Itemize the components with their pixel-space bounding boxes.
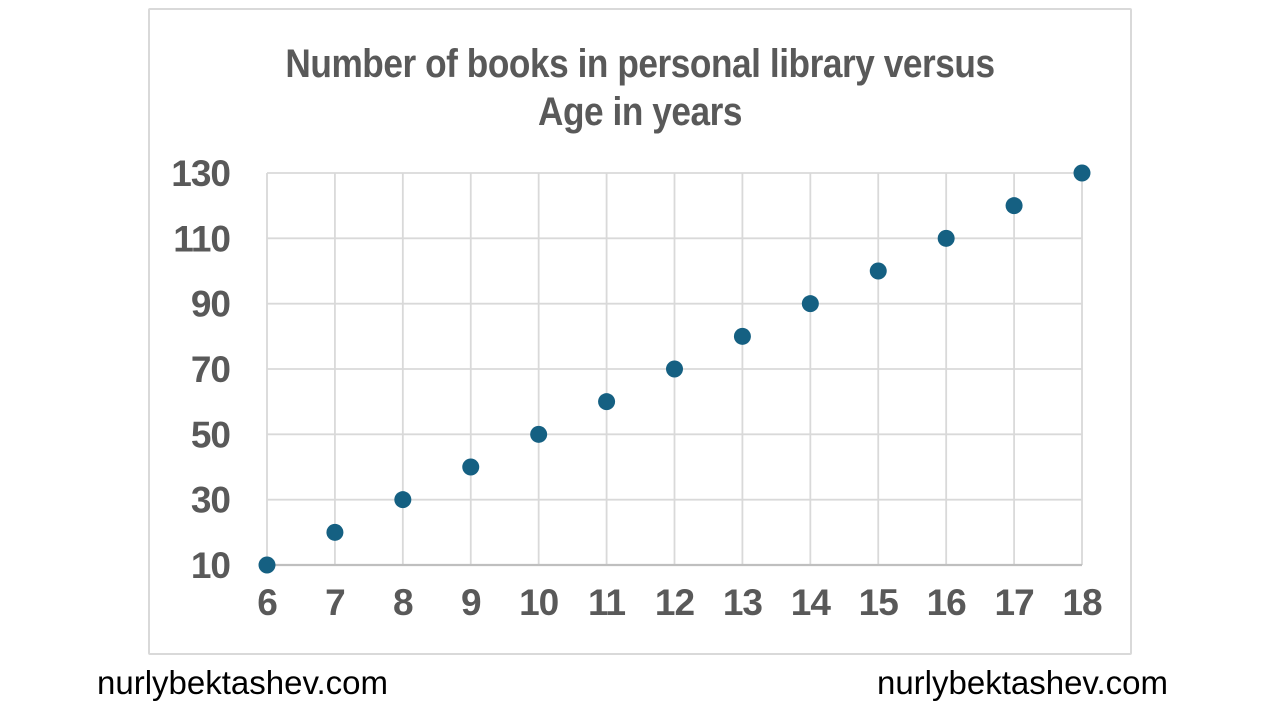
x-tick-label: 15 xyxy=(859,582,899,623)
data-point xyxy=(1073,164,1091,182)
x-tick-label: 10 xyxy=(519,582,559,623)
y-tick-label: 110 xyxy=(173,218,230,259)
watermark-right: nurlybektashev.com xyxy=(876,664,1168,701)
x-tick-label: 13 xyxy=(723,582,763,623)
y-tick-label: 130 xyxy=(171,153,230,194)
data-point xyxy=(666,360,683,378)
x-tick-label: 17 xyxy=(995,582,1034,623)
x-tick-label: 16 xyxy=(927,582,967,623)
chart-title-line1: Number of books in personal library vers… xyxy=(285,42,995,86)
x-tick-label: 8 xyxy=(393,582,413,623)
data-point xyxy=(937,229,955,247)
data-point xyxy=(733,327,751,345)
watermark-left: nurlybektashev.com xyxy=(97,664,389,701)
x-tick-label: 12 xyxy=(655,582,695,623)
data-point xyxy=(326,523,344,541)
data-point xyxy=(394,491,412,509)
data-point xyxy=(598,393,616,411)
y-tick-label: 50 xyxy=(191,414,231,455)
data-point xyxy=(1005,197,1023,215)
x-tick-label: 6 xyxy=(257,582,277,623)
scatter-plot: 10 30 50 70 90 110 130 6 7 8 9 10 11 12 13 14 15 16 17 18 xyxy=(171,153,1103,623)
y-tick-label: 10 xyxy=(191,545,231,586)
y-tick-label: 30 xyxy=(191,480,231,521)
data-point xyxy=(462,458,480,476)
chart-title: Number of books in personal library vers… xyxy=(209,40,1071,136)
x-tick-label: 9 xyxy=(461,582,481,623)
y-tick-label: 70 xyxy=(191,349,231,390)
chart-title-line2: Age in years xyxy=(537,90,743,134)
x-tick-label: 18 xyxy=(1062,582,1102,623)
data-point xyxy=(869,262,887,280)
data-point xyxy=(801,295,819,313)
y-tick-label: 90 xyxy=(191,284,231,325)
data-point xyxy=(258,556,276,574)
data-point xyxy=(530,425,548,443)
x-tick-label: 14 xyxy=(791,582,832,623)
chart-container: Number of books in personal library vers… xyxy=(148,8,1132,655)
x-tick-label: 11 xyxy=(588,582,626,623)
x-tick-label: 7 xyxy=(325,582,345,623)
